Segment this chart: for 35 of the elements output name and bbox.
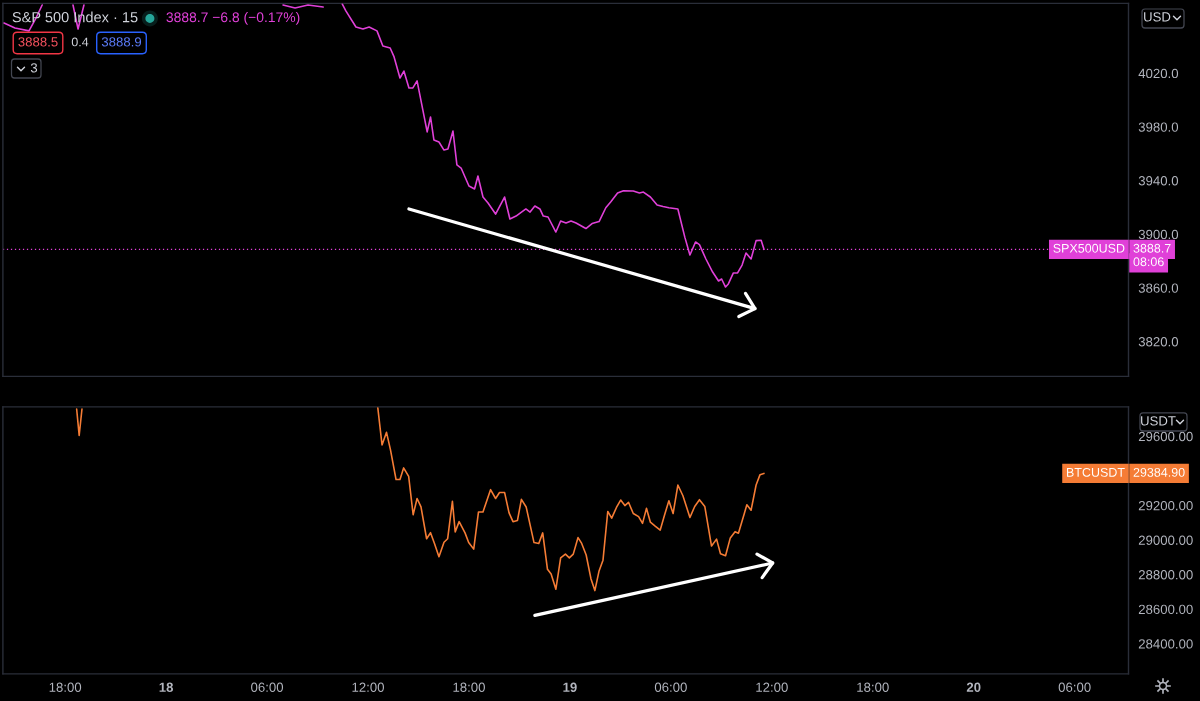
text: USD [1144,12,1171,22]
y-tick-label: 3900.0 [1138,229,1179,240]
y-tick-label: 28400.00 [1138,639,1193,649]
y-tick-label: 3820.0 [1138,337,1179,347]
x-tick-label: 12:00 [756,682,788,692]
y-tick-label: 3940.0 [1138,176,1179,186]
annotation: 3 [30,63,38,73]
text: 29384.90 [1133,467,1185,477]
y-tick-label: 29200.00 [1138,500,1193,511]
legend-label: BTCUSDT [1067,467,1125,477]
y-tick-label: 28800.00 [1138,570,1193,580]
x-tick-label: 18:00 [453,682,485,692]
text: 08:06 [1133,257,1164,267]
x-tick-label: 06:00 [251,682,284,692]
x-tick-label: 18:00 [49,682,82,692]
x-tick-label: 18 [159,682,174,692]
x-tick-label: 19 [563,682,577,692]
x-tick-label: 12:00 [352,682,384,692]
x-tick-label: 18:00 [857,682,889,692]
x-tick-label: 06:00 [654,682,687,692]
x-tick-label: 06:00 [1058,682,1091,692]
text: 3888.7 [1133,243,1171,253]
y-tick-label: 3980.0 [1138,122,1179,132]
annotation: 0.4 [71,37,89,47]
y-tick-label: 4020.0 [1138,68,1179,79]
y-tick-label: 3860.0 [1138,283,1179,293]
text: 3888.7 −6.8 (−0.17%) [166,11,300,25]
annotation: 3888.5 [18,37,58,47]
annotation: 3888.9 [101,37,142,47]
y-tick-label: 29000.00 [1138,535,1193,545]
y-tick-label: 28600.00 [1138,604,1193,615]
text: USDT [1141,416,1176,426]
legend-label: SPX500USD [1053,243,1125,253]
x-tick-label: 20 [966,682,981,692]
y-tick-label: 29600.00 [1138,431,1193,442]
